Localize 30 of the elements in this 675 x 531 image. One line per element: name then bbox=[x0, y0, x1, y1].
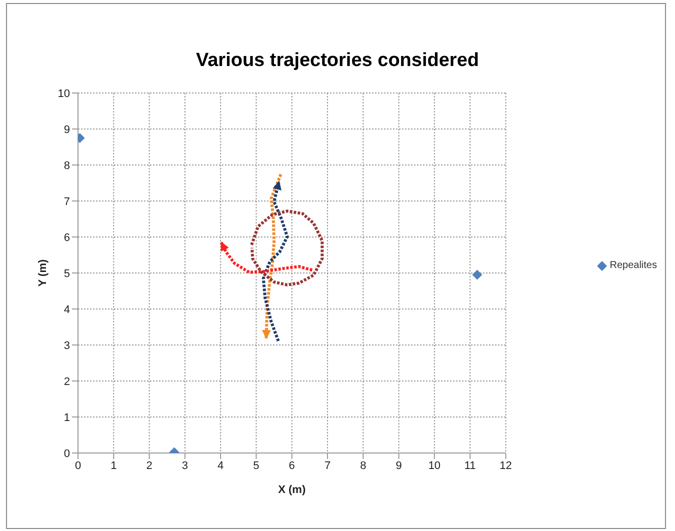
x-tick-label: 8 bbox=[360, 460, 366, 472]
x-tick-label: 0 bbox=[74, 460, 82, 472]
x-tick-label: 7 bbox=[324, 460, 331, 472]
y-tick-label: 10 bbox=[58, 88, 70, 100]
y-tick-label: 6 bbox=[64, 232, 70, 244]
x-tick-label: 9 bbox=[396, 460, 402, 472]
x-tick-label: 1 bbox=[110, 460, 117, 472]
x-tick-label: 4 bbox=[218, 460, 224, 472]
y-tick-label: 3 bbox=[64, 340, 70, 352]
x-tick-label: 3 bbox=[182, 460, 188, 472]
x-tick-label: 2 bbox=[146, 460, 152, 472]
y-tick-label: 7 bbox=[64, 196, 70, 208]
y-tick-label: 1 bbox=[64, 412, 70, 424]
y-tick-label: 2 bbox=[64, 376, 70, 388]
x-axis-title: X (m) bbox=[278, 484, 306, 496]
x-tick-label: 5 bbox=[253, 460, 260, 472]
y-tick-label: 5 bbox=[64, 268, 70, 280]
x-tick-label: 10 bbox=[428, 460, 441, 472]
y-tick-label: 9 bbox=[64, 124, 70, 136]
y-axis-title: Y (m) bbox=[36, 259, 49, 287]
point bbox=[472, 270, 482, 280]
x-tick-label: 6 bbox=[288, 460, 295, 472]
x-tick-label: 12 bbox=[500, 460, 512, 472]
y-tick-label: 0 bbox=[64, 448, 70, 460]
y-tick-label: 4 bbox=[64, 304, 70, 316]
chart-title: Various trajectories considered bbox=[194, 50, 480, 72]
legend-label: Repealites bbox=[610, 260, 657, 271]
x-tick-label: 11 bbox=[464, 460, 476, 472]
y-tick-label: 8 bbox=[64, 160, 70, 172]
line-series bbox=[250, 210, 324, 286]
